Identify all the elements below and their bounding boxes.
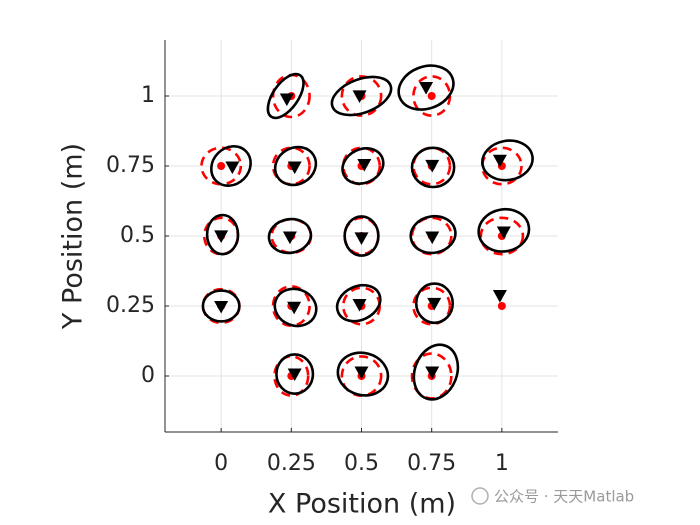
ellipse bbox=[266, 72, 305, 120]
point bbox=[354, 366, 369, 380]
ellipse bbox=[271, 146, 311, 186]
ellipse bbox=[273, 287, 318, 328]
point bbox=[425, 159, 440, 173]
x-axis-label: X Position (m) bbox=[268, 489, 456, 520]
ellipse bbox=[330, 75, 393, 117]
x-tick-label: 0 bbox=[214, 451, 228, 476]
point bbox=[425, 231, 440, 245]
ellipse bbox=[412, 286, 452, 326]
x-tick-label: 0.25 bbox=[267, 451, 316, 476]
watermark: 公众号 · 天天Matlab bbox=[471, 487, 634, 506]
point bbox=[497, 302, 506, 310]
ellipse bbox=[273, 355, 310, 397]
ellipse bbox=[340, 75, 383, 117]
watermark-text: 公众号 · 天天Matlab bbox=[494, 488, 634, 506]
ellipse bbox=[412, 146, 452, 186]
plot-area bbox=[200, 64, 534, 401]
point bbox=[214, 300, 229, 314]
ellipse bbox=[480, 146, 523, 186]
ellipse bbox=[341, 146, 382, 186]
ellipse bbox=[397, 64, 455, 111]
ellipse bbox=[273, 145, 318, 187]
watermark-icon bbox=[471, 487, 489, 505]
point bbox=[357, 159, 372, 172]
point bbox=[217, 162, 226, 170]
point bbox=[496, 226, 511, 240]
ellipse bbox=[205, 213, 240, 256]
point bbox=[352, 299, 367, 312]
ellipse bbox=[335, 283, 382, 323]
point bbox=[492, 290, 507, 303]
point bbox=[427, 92, 436, 100]
ellipse bbox=[414, 282, 455, 325]
point bbox=[287, 368, 302, 382]
x-tick-label: 1 bbox=[495, 451, 509, 476]
ellipse bbox=[200, 146, 243, 186]
y-tick-label: 0.5 bbox=[120, 223, 155, 248]
ellipse bbox=[209, 145, 252, 187]
point bbox=[492, 154, 507, 168]
ellipse bbox=[201, 289, 241, 323]
ellipse bbox=[409, 214, 457, 255]
point bbox=[352, 90, 367, 103]
y-tick-label: 0.25 bbox=[106, 293, 155, 318]
point bbox=[214, 230, 229, 243]
ellipse bbox=[343, 215, 380, 257]
point bbox=[279, 93, 294, 107]
x-tick-label: 0.5 bbox=[344, 451, 379, 476]
point bbox=[354, 232, 369, 245]
ellipse bbox=[341, 147, 385, 185]
point bbox=[225, 161, 240, 175]
ellipse bbox=[271, 285, 311, 327]
ellipse bbox=[267, 217, 313, 255]
ellipse bbox=[479, 216, 525, 256]
point bbox=[419, 82, 434, 95]
ellipse bbox=[481, 139, 534, 182]
y-tick-label: 0 bbox=[141, 363, 155, 388]
ellipse bbox=[336, 351, 390, 397]
point bbox=[287, 301, 302, 315]
point bbox=[282, 231, 297, 245]
y-tick-label: 0.75 bbox=[106, 153, 155, 178]
ellipse bbox=[410, 216, 453, 256]
x-tick-label: 0.75 bbox=[407, 451, 456, 476]
point bbox=[425, 366, 440, 380]
ellipse bbox=[412, 343, 460, 401]
y-axis-label: Y Position (m) bbox=[58, 143, 89, 330]
y-tick-label: 1 bbox=[141, 83, 155, 108]
ellipse bbox=[275, 353, 315, 395]
ellipse bbox=[477, 207, 531, 253]
point bbox=[287, 161, 302, 175]
point bbox=[427, 297, 442, 311]
ellipse bbox=[410, 146, 456, 189]
